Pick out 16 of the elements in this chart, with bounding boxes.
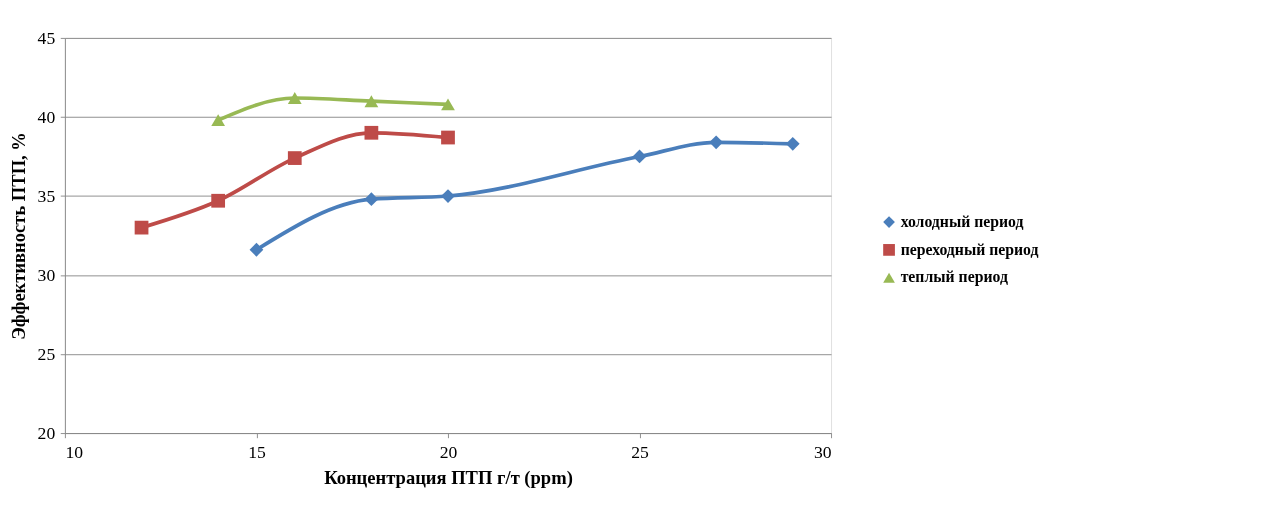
y-tick-label: 30 bbox=[37, 265, 56, 286]
y-tick-label: 25 bbox=[37, 344, 56, 365]
x-tick-label: 15 bbox=[248, 441, 266, 462]
x-tick-label: 25 bbox=[631, 441, 649, 462]
x-tick-label: 20 bbox=[439, 441, 458, 462]
y-tick-label: 45 bbox=[37, 27, 56, 48]
x-tick-label: 30 bbox=[813, 441, 832, 462]
legend-label: переходный период bbox=[900, 240, 1039, 259]
y-tick-label: 40 bbox=[37, 107, 56, 128]
y-tick-label: 35 bbox=[37, 186, 56, 207]
x-tick-label: 10 bbox=[65, 441, 84, 462]
legend-label: теплый период bbox=[900, 268, 1008, 287]
y-axis-title: Эффективность ПТП, % bbox=[7, 132, 29, 340]
x-axis-title: Концентрация ПТП г/т (ppm) bbox=[324, 466, 573, 489]
legend-label: холодный период bbox=[900, 212, 1024, 231]
y-tick-label: 20 bbox=[37, 423, 56, 444]
